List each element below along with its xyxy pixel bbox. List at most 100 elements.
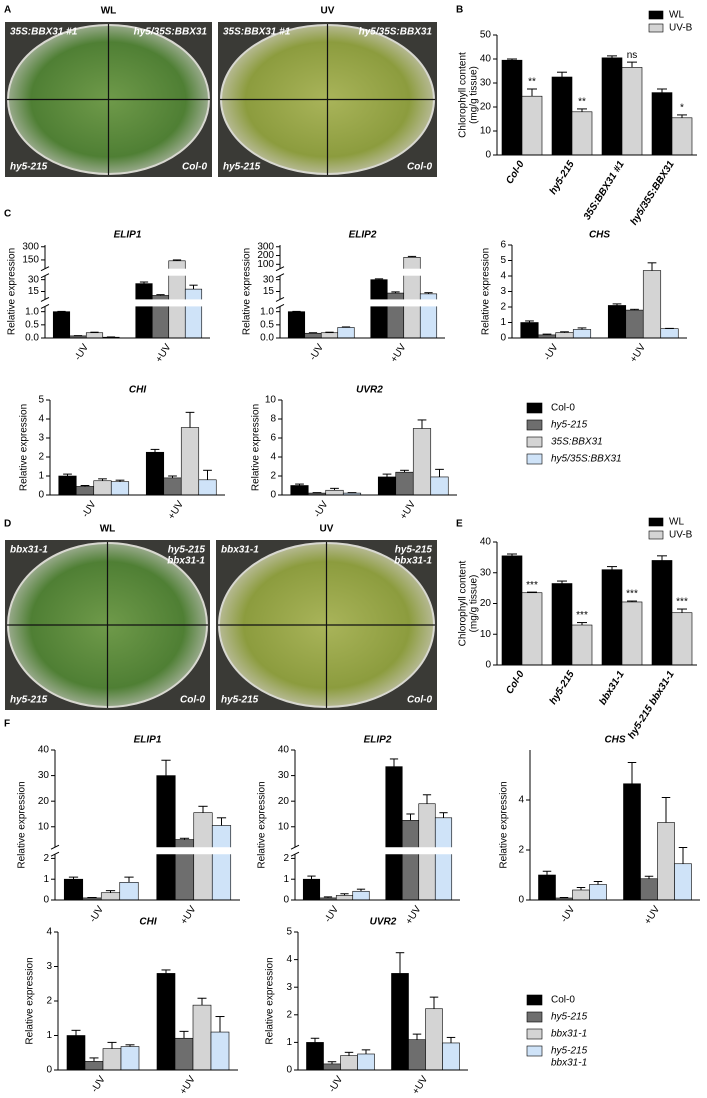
y-tick-label: 0	[500, 333, 506, 344]
bar	[84, 1061, 104, 1071]
genotype-label: bbx31-1	[221, 545, 259, 556]
bar	[211, 825, 232, 901]
y-axis-label: Relative expression	[265, 957, 276, 1044]
bar	[621, 601, 643, 666]
bar	[555, 332, 574, 339]
bar	[323, 1063, 341, 1071]
y-tick-label: 2	[43, 853, 49, 864]
y-axis-label: Chlorophyll content	[458, 560, 469, 646]
y-tick-label: 1	[500, 317, 506, 328]
y-tick-label: 40	[38, 745, 50, 756]
chart-title: UVR2	[356, 385, 383, 396]
y-tick-label: 1	[286, 1037, 292, 1048]
bar	[571, 624, 593, 666]
break-mark	[40, 273, 50, 279]
bar	[538, 874, 556, 901]
y-tick-label: 3	[286, 982, 292, 993]
chart-title: CHS	[589, 230, 610, 241]
panel-label: C	[4, 209, 11, 220]
axis-break	[46, 268, 211, 276]
bar	[640, 878, 658, 901]
axis-break	[56, 847, 241, 855]
bar	[357, 1053, 375, 1071]
y-tick-label: 30	[480, 567, 492, 578]
x-tick-label: +UV	[154, 342, 174, 365]
bar	[180, 427, 200, 496]
bar	[337, 327, 355, 339]
genotype-label: hy5-215	[10, 695, 48, 706]
bar	[589, 884, 607, 901]
axis-break	[296, 847, 461, 855]
break-mark	[290, 851, 300, 857]
genotype-label: hy5-215	[168, 545, 206, 556]
y-axis-label: Relative expression	[7, 248, 18, 335]
bar	[58, 475, 77, 496]
legend-swatch	[526, 994, 543, 1006]
y-axis-label: Relative expression	[251, 404, 262, 491]
y-tick-label: 20	[480, 598, 492, 609]
y-tick-label: 30	[38, 770, 50, 781]
x-tick-label: +UV	[389, 342, 409, 365]
bar	[501, 59, 523, 156]
y-tick-label: 30	[263, 274, 275, 285]
y-axis-label: Relative expression	[25, 957, 36, 1044]
y-tick-label: 300	[22, 241, 39, 252]
plate-title: UV	[321, 6, 335, 17]
legend-label: Col-0	[551, 403, 575, 414]
bar	[100, 892, 121, 901]
bar	[621, 67, 643, 156]
break-mark	[275, 273, 285, 279]
legend-swatch	[526, 419, 543, 431]
axis-break	[281, 299, 446, 307]
y-tick-label: 30	[28, 274, 40, 285]
y-tick-label: 10	[265, 395, 277, 406]
y-tick-label: 0	[43, 895, 49, 906]
bar	[110, 481, 130, 496]
bar	[210, 1031, 230, 1071]
y-tick-label: 1	[283, 874, 289, 885]
genotype-label: Col-0	[180, 695, 205, 706]
y-tick-label: 40	[480, 537, 492, 548]
genotype-label: bbx31-1	[394, 556, 432, 567]
y-axis-label: Relative expression	[481, 248, 492, 335]
bar	[642, 270, 662, 339]
bar	[671, 117, 693, 156]
bar	[412, 428, 432, 496]
significance-label: ***	[526, 580, 538, 591]
y-tick-label: 20	[38, 796, 50, 807]
break-mark	[275, 303, 285, 309]
break-mark	[275, 296, 285, 302]
genotype-label: bbx31-1	[10, 545, 48, 556]
x-tick-label: Col-0	[504, 159, 527, 186]
break-mark	[275, 266, 285, 272]
legend-label: WL	[669, 517, 684, 528]
x-tick-label: -UV	[312, 499, 331, 520]
bar	[370, 279, 388, 339]
legend-swatch	[526, 1045, 543, 1057]
legend-label: hy5-215	[551, 1046, 588, 1057]
y-tick-label: 30	[480, 78, 492, 89]
y-tick-label: 4	[270, 452, 276, 463]
legend-swatch	[526, 453, 543, 465]
x-tick-label: hy5-215	[548, 159, 577, 197]
y-tick-label: 1	[46, 1030, 52, 1041]
genotype-label: 35S:BBX31 #1	[223, 27, 291, 38]
genotype-label: hy5-215	[395, 545, 433, 556]
y-tick-label: 100	[257, 259, 274, 270]
y-tick-label: 30	[278, 770, 290, 781]
x-tick-label: +UV	[404, 904, 424, 927]
genotype-label: hy5-215	[10, 162, 48, 173]
x-tick-label: -UV	[88, 904, 107, 925]
plate-title: WL	[101, 6, 117, 17]
legend-label: 35S:BBX31	[551, 437, 603, 448]
x-tick-label: -UV	[89, 1074, 108, 1095]
x-tick-label: +UV	[398, 499, 418, 522]
bar	[193, 812, 213, 901]
y-tick-label: 40	[480, 54, 492, 65]
bar	[425, 1008, 443, 1071]
x-tick-label: -UV	[308, 342, 327, 363]
break-mark	[50, 844, 60, 850]
bar	[651, 560, 673, 666]
y-tick-label: 2	[286, 1009, 292, 1020]
genotype-label: hy5/35S:BBX31	[134, 27, 208, 38]
